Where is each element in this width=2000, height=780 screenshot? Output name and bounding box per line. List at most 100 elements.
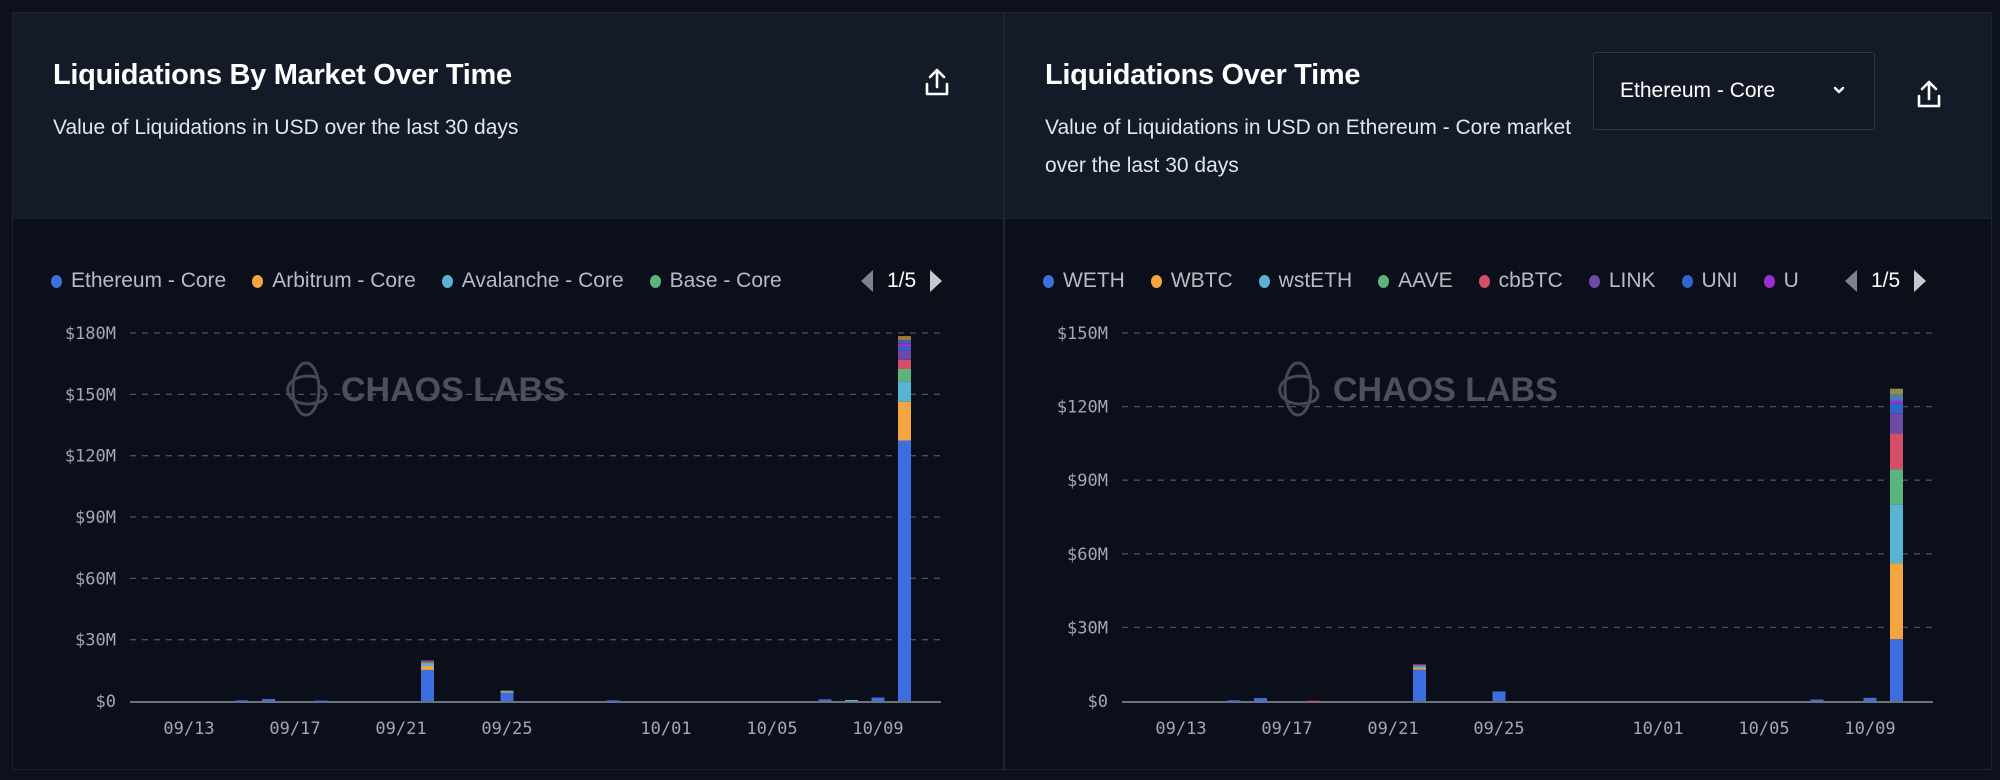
y-tick-label: $30M — [1067, 618, 1108, 638]
y-tick-label: $30M — [75, 631, 116, 651]
panel-header: Liquidations By Market Over Time Value o… — [13, 13, 1003, 219]
chaos-labs-watermark: CHAOS LABS — [286, 361, 566, 417]
legend-label: LINK — [1608, 269, 1656, 292]
legend-next-button[interactable] — [1914, 270, 1927, 292]
legend-item[interactable]: WBTC — [1150, 269, 1233, 293]
bar-segment[interactable] — [235, 700, 249, 702]
legend-item[interactable]: AAVE — [1378, 269, 1453, 293]
bar-segment[interactable] — [1863, 697, 1877, 701]
bar-segment[interactable] — [1890, 400, 1903, 404]
legend-dot-icon — [1150, 274, 1162, 288]
legend-pager: 1/5 — [1845, 263, 1965, 299]
x-tick-label: 09/13 — [163, 719, 214, 739]
bar-segment[interactable] — [1413, 666, 1426, 668]
legend-item[interactable]: Arbitrum - Core — [252, 269, 416, 293]
legend-label: WBTC — [1170, 269, 1233, 292]
bar-segment[interactable] — [898, 359, 911, 369]
legend-item[interactable]: LINK — [1588, 269, 1656, 293]
legend-dot-icon — [1588, 274, 1600, 288]
bar-segment[interactable] — [845, 699, 858, 702]
bar-segment[interactable] — [500, 690, 514, 692]
bar-segment[interactable] — [421, 663, 434, 667]
legend-item[interactable]: Avalanche - Core — [441, 269, 624, 293]
y-tick-label: $60M — [75, 569, 116, 589]
legend-prev-button[interactable] — [861, 270, 873, 292]
share-icon[interactable] — [1909, 75, 1949, 115]
y-tick-label: $120M — [1057, 398, 1108, 418]
y-tick-label: $180M — [65, 324, 116, 344]
legend-label: Avalanche - Core — [461, 269, 624, 292]
bar-segment[interactable] — [500, 692, 514, 701]
bar-segment[interactable] — [1890, 504, 1903, 564]
legend-item[interactable]: Ethereum - Core — [51, 269, 226, 293]
bar-segment[interactable] — [1890, 563, 1903, 640]
x-tick-label: 10/01 — [1632, 719, 1683, 739]
y-tick-label: $0 — [1088, 692, 1108, 712]
x-tick-label: 09/25 — [1473, 719, 1524, 739]
bar-segment[interactable] — [421, 666, 434, 670]
bar-segment[interactable] — [1254, 698, 1267, 701]
liquidations-by-market-chart: CHAOS LABS $0 $30M $60M $90M $120M $150M $180M 0… — [65, 324, 941, 739]
share-icon[interactable] — [917, 63, 957, 103]
legend-item[interactable]: UNI — [1681, 269, 1738, 293]
y-tick-label: $150M — [1057, 324, 1108, 344]
bar-segment[interactable] — [898, 340, 911, 344]
market-select[interactable]: Ethereum - Core — [1593, 52, 1875, 130]
bar-segment[interactable] — [421, 660, 434, 662]
chaos-labs-logo-icon — [1283, 361, 1313, 417]
market-select-value: Ethereum - Core — [1620, 79, 1776, 102]
bar-segment[interactable] — [1413, 667, 1426, 670]
legend-item[interactable]: U — [1763, 269, 1799, 293]
bar-segment[interactable] — [898, 381, 911, 402]
y-tick-label: $90M — [1067, 471, 1108, 491]
y-tick-label: $60M — [1067, 545, 1108, 565]
legend-item[interactable]: WETH — [1043, 269, 1125, 293]
bar-segment[interactable] — [898, 336, 911, 341]
legend-label: Base - Core — [669, 269, 782, 292]
bar-segment[interactable] — [1890, 403, 1903, 414]
bar-segment[interactable] — [898, 368, 911, 382]
bar-segment[interactable] — [421, 662, 434, 664]
y-tick-label: $90M — [75, 508, 116, 528]
legend-dot-icon — [1763, 274, 1775, 288]
chart-legend: WETH WBTC wstETH AAVE cbBTC LINK UNI U — [1043, 261, 1839, 301]
x-tick-label: 09/21 — [1367, 719, 1418, 739]
bar-segment[interactable] — [1227, 700, 1241, 702]
legend-item[interactable]: cbBTC — [1478, 269, 1563, 293]
bar-segment[interactable] — [898, 350, 911, 360]
bar-segment[interactable] — [262, 698, 275, 701]
bar-segment[interactable] — [1307, 700, 1320, 702]
bar-segment[interactable] — [898, 440, 911, 701]
legend-prev-button[interactable] — [1845, 270, 1857, 292]
bar-segment[interactable] — [606, 700, 620, 702]
bar-segment[interactable] — [1413, 664, 1426, 666]
legend-label: cbBTC — [1498, 269, 1563, 292]
bar-segment[interactable] — [818, 699, 832, 701]
bar-segment[interactable] — [1413, 669, 1426, 701]
legend-next-button[interactable] — [930, 270, 943, 292]
bar-segment[interactable] — [1810, 699, 1824, 701]
panel-subtitle: Value of Liquidations in USD on Ethereum… — [1045, 116, 1572, 177]
bar-segment[interactable] — [1890, 639, 1903, 701]
bar-segment[interactable] — [898, 401, 911, 441]
panel-subtitle: Value of Liquidations in USD over the la… — [53, 116, 519, 139]
chart-legend: Ethereum - Core Arbitrum - Core Avalanche … — [51, 261, 847, 301]
bar-segment[interactable] — [500, 691, 514, 693]
legend-dot-icon — [1478, 274, 1490, 288]
bar-segment[interactable] — [1890, 469, 1903, 505]
bar-segment[interactable] — [1492, 691, 1506, 701]
y-tick-label: $150M — [65, 385, 116, 405]
bar-segment[interactable] — [1890, 388, 1903, 395]
bar-segment[interactable] — [898, 343, 911, 348]
bar-segment[interactable] — [421, 661, 434, 663]
bar-segment[interactable] — [315, 700, 328, 702]
legend-item[interactable]: wstETH — [1258, 269, 1352, 293]
legend-item[interactable]: Base - Core — [649, 269, 782, 293]
x-tick-label: 10/01 — [640, 719, 691, 739]
bar-segment[interactable] — [1890, 433, 1903, 470]
bar-segment[interactable] — [1890, 394, 1903, 401]
bar-segment[interactable] — [1890, 413, 1903, 434]
bar-segment[interactable] — [421, 669, 434, 701]
bar-segment[interactable] — [898, 347, 911, 351]
bar-segment[interactable] — [871, 697, 885, 701]
